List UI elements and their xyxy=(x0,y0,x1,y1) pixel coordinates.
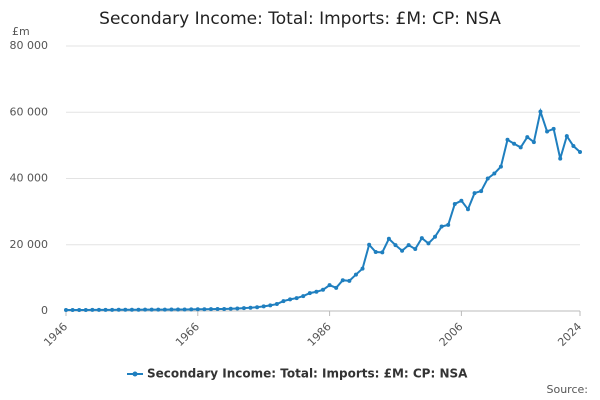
point xyxy=(77,307,82,312)
point xyxy=(512,141,517,146)
point xyxy=(274,302,279,307)
point xyxy=(294,296,299,301)
point xyxy=(386,236,391,241)
point xyxy=(281,299,286,304)
point xyxy=(446,222,451,227)
point xyxy=(116,307,121,312)
point xyxy=(525,135,530,140)
chart-title: Secondary Income: Total: Imports: £M: CP… xyxy=(99,9,501,29)
point xyxy=(373,250,378,255)
point xyxy=(485,176,490,181)
point xyxy=(531,140,536,145)
point xyxy=(110,307,115,312)
point xyxy=(255,305,260,310)
point xyxy=(400,248,405,253)
point xyxy=(90,307,95,312)
point xyxy=(360,266,365,271)
point xyxy=(96,307,101,312)
point xyxy=(380,250,385,255)
point xyxy=(571,144,576,149)
x-tick-label: 1966 xyxy=(173,320,202,349)
point xyxy=(327,283,332,288)
point xyxy=(465,207,470,212)
point xyxy=(248,305,253,310)
y-tick-label: 80 000 xyxy=(10,39,49,52)
point xyxy=(472,191,477,196)
point xyxy=(340,278,345,283)
point xyxy=(228,306,233,311)
point xyxy=(241,306,246,311)
point xyxy=(538,109,543,114)
point xyxy=(353,272,358,277)
y-tick-label: 60 000 xyxy=(10,105,49,118)
point xyxy=(479,189,484,194)
point xyxy=(393,243,398,248)
point xyxy=(564,134,569,139)
point xyxy=(143,307,148,312)
point xyxy=(545,129,550,134)
point xyxy=(235,306,240,311)
point xyxy=(301,294,306,299)
point xyxy=(413,247,418,252)
point xyxy=(367,242,372,247)
point xyxy=(314,289,319,294)
point xyxy=(156,307,161,312)
point xyxy=(419,236,424,241)
point xyxy=(64,308,68,313)
point xyxy=(182,307,187,312)
point xyxy=(222,306,227,311)
point xyxy=(578,150,582,154)
point xyxy=(334,285,339,290)
point xyxy=(162,307,167,312)
y-unit: £m xyxy=(12,25,30,38)
point xyxy=(215,307,220,312)
point xyxy=(551,126,556,131)
point xyxy=(261,304,266,309)
point xyxy=(288,297,293,302)
point xyxy=(307,291,312,296)
x-tick-label: 1946 xyxy=(41,320,70,349)
point xyxy=(498,164,503,169)
legend-label: Secondary Income: Total: Imports: £M: CP… xyxy=(147,367,468,381)
point xyxy=(347,278,352,283)
line xyxy=(66,107,581,312)
point xyxy=(426,241,431,246)
y-tick-label: 0 xyxy=(41,304,48,317)
y-tick-label: 20 000 xyxy=(10,238,49,251)
point xyxy=(169,307,174,312)
point xyxy=(70,308,75,313)
point xyxy=(149,307,154,312)
source: Source: xyxy=(547,383,589,396)
point xyxy=(452,202,457,207)
point xyxy=(208,307,213,312)
point xyxy=(321,287,325,292)
legend-dot xyxy=(132,371,138,377)
point xyxy=(136,307,141,312)
point xyxy=(459,198,464,203)
point xyxy=(202,307,207,312)
point xyxy=(123,307,128,312)
point xyxy=(492,171,497,176)
point xyxy=(518,145,523,150)
x-tick-label: 2006 xyxy=(437,320,466,349)
point xyxy=(189,307,194,312)
x-tick-label: 1986 xyxy=(305,320,334,349)
y-tick-label: 40 000 xyxy=(10,172,49,185)
point xyxy=(195,307,200,312)
point xyxy=(505,137,510,142)
point xyxy=(268,303,273,308)
x-tick-label: 2024 xyxy=(555,320,584,349)
point xyxy=(129,307,134,312)
point xyxy=(406,243,411,248)
point xyxy=(83,307,88,312)
point xyxy=(558,156,563,161)
point xyxy=(103,307,108,312)
point xyxy=(176,307,181,312)
point xyxy=(439,224,444,229)
point xyxy=(433,234,438,239)
